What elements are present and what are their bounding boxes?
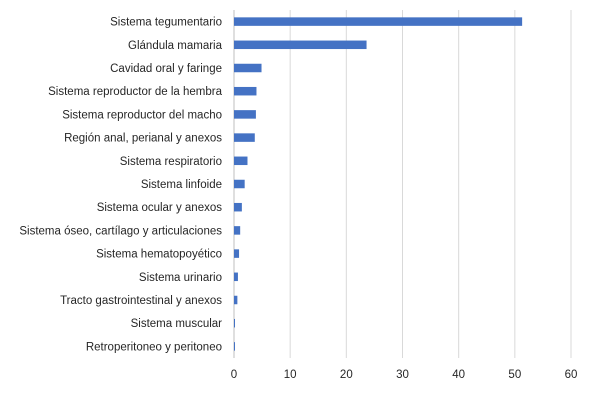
x-tick-label: 0: [231, 369, 237, 381]
x-tick-label: 60: [565, 369, 578, 381]
x-tick-label: 40: [452, 369, 465, 381]
category-label: Sistema tegumentario: [110, 17, 222, 29]
category-label: Glándula mamaria: [128, 40, 223, 52]
category-label: Sistema muscular: [131, 318, 223, 330]
bars: [234, 17, 523, 351]
x-tick-labels: 0 10 20 30 40 50 60: [231, 369, 578, 381]
bar: [234, 179, 245, 189]
category-label: Sistema reproductor del macho: [62, 109, 222, 121]
bar: [234, 272, 238, 282]
bar: [234, 17, 523, 26]
category-label: Sistema linfoide: [141, 179, 222, 191]
bar: [234, 202, 242, 212]
category-label: Sistema respiratorio: [120, 156, 222, 168]
bar: [234, 342, 235, 351]
x-tick-label: 10: [284, 369, 297, 381]
gridlines: [233, 10, 572, 358]
category-label: Retroperitoneo y peritoneo: [86, 341, 222, 353]
bar: [234, 318, 235, 328]
bar: [234, 133, 255, 142]
x-tick-label: 50: [508, 369, 521, 381]
category-label: Sistema óseo, cartílago y articulaciones: [19, 225, 222, 237]
category-label: Cavidad oral y faringe: [110, 63, 222, 75]
category-label: Tracto gastrointestinal y anexos: [60, 295, 222, 307]
x-tick-label: 20: [340, 369, 353, 381]
category-label: Sistema reproductor de la hembra: [48, 86, 222, 98]
bar: [234, 295, 238, 305]
category-labels: Sistema tegumentario Glándula mamaria Cavi…: [19, 17, 222, 354]
bar: [234, 249, 240, 258]
bar: [234, 63, 262, 73]
bar: [234, 86, 257, 96]
category-label: Región anal, perianal y anexos: [64, 133, 222, 145]
bar: [234, 226, 241, 235]
bar: [234, 110, 256, 119]
category-label: Sistema ocular y anexos: [97, 202, 223, 214]
bar: [234, 156, 248, 166]
category-label: Sistema hematopoyético: [96, 249, 222, 261]
bar: [234, 40, 367, 50]
x-tick-label: 30: [396, 369, 409, 381]
category-label: Sistema urinario: [139, 272, 222, 284]
